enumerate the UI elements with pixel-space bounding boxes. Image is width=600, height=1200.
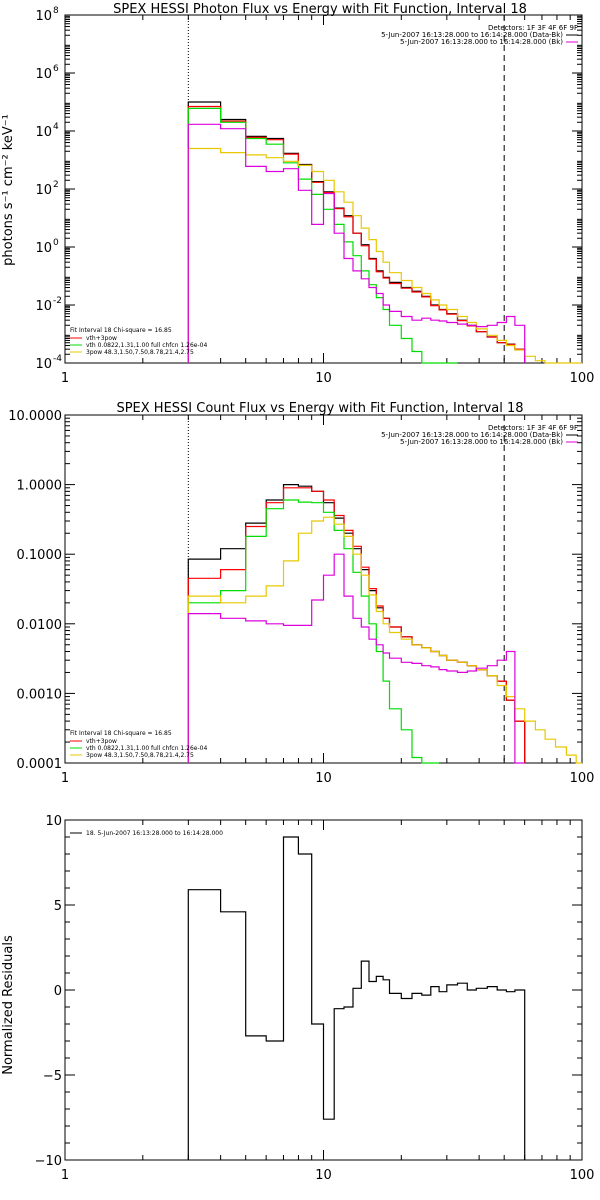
x-tick-label: 1 [61,771,69,786]
legend-bk: 5-Jun-2007 16:13:28.000 to 16:14:28.000 … [400,38,563,46]
y-tick-label: −5 [43,1069,62,1084]
residuals-legend: 18. 5-Jun-2007 16:13:28.000 to 16:14:28.… [70,830,223,837]
y-tick-label: 0.0010 [17,687,63,702]
residuals-ticks: 1 10 100 −10 −5 0 5 10 [35,814,595,1183]
legend-data-bk: 5-Jun-2007 16:13:28.000 to 16:14:28.000 … [381,431,563,439]
photon-flux-panel: SPEX HESSI Photon Flux vs Energy with Fi… [1,2,594,386]
y-tick-label: 10 [35,241,52,256]
legend-fit-interval: Fit Interval 18 Chi-square = 16.85 [70,327,172,334]
series-bk [187,123,526,363]
photon-flux-title: SPEX HESSI Photon Flux vs Energy with Fi… [113,2,527,17]
residuals-series [187,836,526,1160]
x-tick-label: 100 [570,1168,595,1183]
x-tick-label: 100 [570,771,595,786]
y-tick-label: 10 [35,67,52,82]
count-flux-ticks: 1 10 100 0.0001 0.0010 0.0100 0.1000 1.0000 10.0… [8,409,594,786]
y-tick-label: 10 [35,357,52,372]
y-tick-exponent: 2 [53,180,59,190]
photon-flux-legend-bottom-left: Fit Interval 18 Chi-square = 16.85 vth+3… [70,327,207,356]
series-3pow [187,516,582,764]
x-tick-label: 10 [315,771,332,786]
y-tick-label: 0.1000 [17,548,63,563]
legend-data-bk: 5-Jun-2007 16:13:28.000 to 16:14:28.000 … [381,31,563,39]
x-tick-label: 10 [315,1168,332,1183]
photon-flux-legend-top-right: Detectors: 1F 3F 4F 6F 9F 5-Jun-2007 16:… [381,24,578,46]
y-tick-label: 10 [35,299,52,314]
y-tick-label: 0.0001 [17,757,63,772]
series-bk [187,553,525,764]
series-fit [187,487,526,763]
series-fit [187,105,526,363]
y-tick-exponent: -2 [53,296,62,306]
x-tick-label: 10 [315,371,332,386]
y-tick-exponent: 8 [53,6,59,16]
x-tick-label: 100 [570,371,595,386]
legend-vth: vth 0.0822,1.31,1.00 full chfcn 1.26e-04 [86,342,207,349]
photon-flux-ylabel: photons s⁻¹ cm⁻² keV⁻¹ [1,114,16,266]
photon-flux-series [187,101,582,364]
residuals-panel: Normalized Residuals 1 10 100 −10 −5 0 5 10 18.… [1,814,594,1183]
legend-3pow: 3pow 48.3,1.50,7.50,8.78,21.4,2.75 [86,752,194,759]
y-tick-exponent: -4 [53,354,62,364]
series-data [187,484,526,763]
legend-3pow: 3pow 48.3,1.50,7.50,8.78,21.4,2.75 [86,349,194,356]
series-residuals [187,836,526,1160]
count-flux-legend-bottom-left: Fit Interval 18 Chi-square = 16.85 vth+3… [70,730,207,759]
x-tick-label: 1 [61,1168,69,1183]
series-3pow [187,147,582,364]
y-tick-label: 10 [35,9,52,24]
y-tick-label: 10 [35,183,52,198]
y-tick-exponent: 0 [53,238,59,248]
count-flux-legend-top-right: Detectors: 1F 3F 4F 6F 9F 5-Jun-2007 16:… [381,424,578,446]
y-tick-label: 10 [35,125,52,140]
series-data [187,101,526,363]
legend-fit: vth+3pow [86,335,117,342]
y-tick-label: 10 [45,814,62,829]
count-flux-panel: SPEX HESSI Count Flux vs Energy with Fit… [8,401,594,786]
y-tick-label: 0 [54,984,62,999]
x-tick-label: 1 [61,371,69,386]
y-tick-label: 1.0000 [17,479,63,494]
legend-bk: 5-Jun-2007 16:13:28.000 to 16:14:28.000 … [400,438,563,446]
count-flux-title: SPEX HESSI Count Flux vs Energy with Fit… [116,401,523,416]
legend-detectors: Detectors: 1F 3F 4F 6F 9F [488,24,578,32]
residuals-ylabel: Normalized Residuals [1,935,16,1075]
y-tick-exponent: 4 [53,122,59,132]
legend-detectors: Detectors: 1F 3F 4F 6F 9F [488,424,578,432]
y-tick-label: 10.0000 [8,409,62,424]
y-tick-label: −10 [35,1154,62,1169]
count-flux-reference-lines [187,415,505,763]
legend-residuals: 18. 5-Jun-2007 16:13:28.000 to 16:14:28.… [86,830,223,837]
photon-flux-reference-lines [187,15,505,363]
y-tick-exponent: 6 [53,64,59,74]
y-tick-label: 5 [54,899,62,914]
series-vth [187,107,458,364]
legend-fit-interval: Fit Interval 18 Chi-square = 16.85 [70,730,172,737]
y-tick-label: 0.0100 [17,618,63,633]
count-flux-series [187,484,582,764]
series-vth [187,499,440,764]
legend-fit: vth+3pow [86,738,117,745]
legend-vth: vth 0.0822,1.31,1.00 full chfcn 1.26e-04 [86,745,207,752]
